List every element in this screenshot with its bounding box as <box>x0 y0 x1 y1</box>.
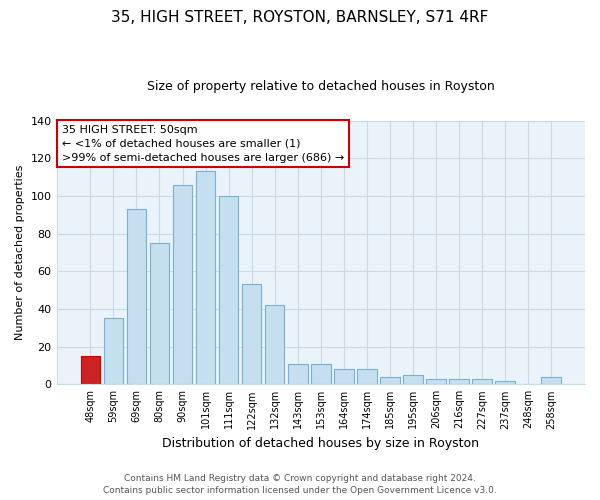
Bar <box>80 356 100 384</box>
Bar <box>426 378 446 384</box>
Bar <box>149 243 169 384</box>
Bar <box>288 364 308 384</box>
Bar <box>541 377 561 384</box>
Bar <box>127 209 146 384</box>
Bar <box>334 369 353 384</box>
Text: 35, HIGH STREET, ROYSTON, BARNSLEY, S71 4RF: 35, HIGH STREET, ROYSTON, BARNSLEY, S71 … <box>112 10 488 25</box>
Y-axis label: Number of detached properties: Number of detached properties <box>15 164 25 340</box>
Bar <box>472 378 492 384</box>
Bar <box>196 172 215 384</box>
Bar <box>219 196 238 384</box>
Bar <box>496 380 515 384</box>
Bar <box>357 369 377 384</box>
Text: 35 HIGH STREET: 50sqm
← <1% of detached houses are smaller (1)
>99% of semi-deta: 35 HIGH STREET: 50sqm ← <1% of detached … <box>62 124 344 162</box>
Bar <box>449 378 469 384</box>
Bar <box>173 184 193 384</box>
Bar <box>265 305 284 384</box>
Bar <box>104 318 123 384</box>
Bar <box>403 375 423 384</box>
Bar <box>311 364 331 384</box>
Bar <box>242 284 262 384</box>
Title: Size of property relative to detached houses in Royston: Size of property relative to detached ho… <box>147 80 494 93</box>
X-axis label: Distribution of detached houses by size in Royston: Distribution of detached houses by size … <box>162 437 479 450</box>
Bar <box>380 377 400 384</box>
Text: Contains HM Land Registry data © Crown copyright and database right 2024.
Contai: Contains HM Land Registry data © Crown c… <box>103 474 497 495</box>
